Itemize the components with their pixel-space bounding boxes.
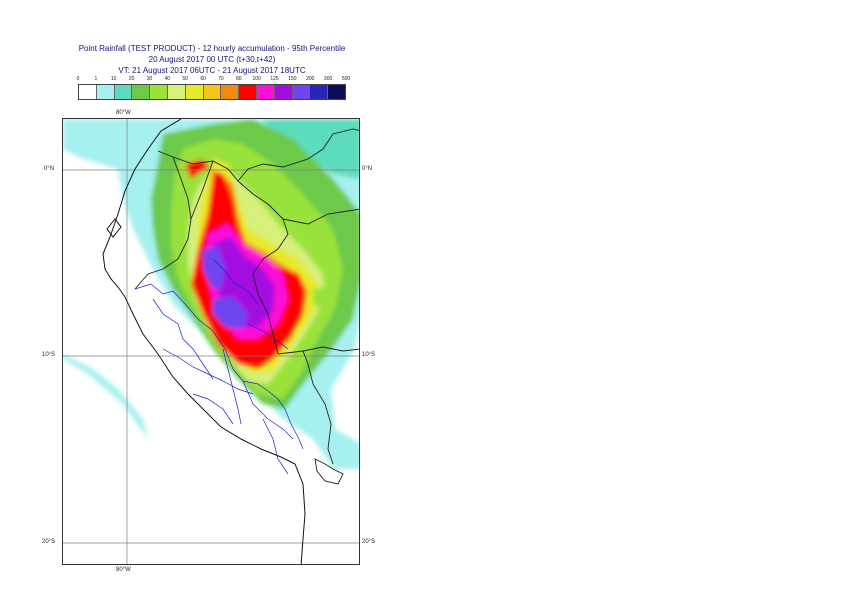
- lat-label-left-20s: 20°S: [42, 539, 56, 545]
- legend-swatch: [292, 85, 311, 99]
- lat-label-right-0: 0°N: [362, 166, 373, 172]
- legend-swatch: [310, 85, 329, 99]
- legend-tick: 0: [76, 76, 80, 82]
- legend-tick: 70: [218, 76, 224, 82]
- graticule: [63, 119, 359, 564]
- rainfall-field: [63, 119, 359, 469]
- rainfall-band: [213, 297, 248, 329]
- lon-label-top: 80°W: [116, 110, 131, 116]
- legend-swatch: [328, 85, 345, 99]
- run-time-subtitle: 20 August 2017 00 UTC (t+30,t+42): [148, 55, 276, 64]
- legend-tick: 300: [323, 76, 333, 82]
- legend-swatch: [132, 85, 151, 99]
- rainfall-band: [313, 287, 333, 309]
- lat-label-left-0: 0°N: [44, 166, 55, 172]
- lon-label-bottom: 80°W: [116, 567, 131, 573]
- region-borders: [134, 258, 304, 475]
- legend-tick: 500: [341, 76, 351, 82]
- color-legend: [78, 84, 346, 100]
- valid-time-subtitle: VT: 21 August 2017 06UTC - 21 August 201…: [118, 66, 306, 75]
- legend-tick: 60: [200, 76, 206, 82]
- legend-tick: 150: [288, 76, 297, 82]
- legend-swatch: [150, 85, 168, 99]
- lat-label-right-20s: 20°S: [362, 539, 376, 545]
- legend-swatch: [185, 85, 204, 99]
- legend-swatch: [167, 85, 186, 99]
- legend-tick: 40: [164, 76, 171, 82]
- legend-tick: 100: [252, 76, 261, 82]
- legend-swatch: [96, 85, 115, 99]
- legend-swatch: [256, 85, 275, 99]
- legend-swatch: [274, 85, 293, 99]
- legend-swatch: [203, 85, 222, 99]
- legend-tick: 10: [110, 76, 117, 82]
- legend-swatch: [79, 85, 97, 99]
- legend-tick: 20: [128, 76, 135, 82]
- legend-tick: 50: [182, 76, 188, 82]
- rainfall-map-svg: [63, 119, 359, 564]
- legend-tick: 1: [94, 76, 98, 82]
- coastline: [102, 119, 306, 564]
- legend-tick: 125: [270, 76, 279, 82]
- map-title: Point Rainfall (TEST PRODUCT) - 12 hourl…: [78, 44, 346, 53]
- rainfall-map: [62, 118, 360, 565]
- legend-tick: 80: [236, 76, 242, 82]
- lat-label-left-10s: 10°S: [42, 352, 56, 358]
- rainfall-band: [63, 354, 148, 439]
- legend-tick-labels: 0 1 10 20 30 40 50 60 70 80 100 125 150 …: [70, 76, 360, 86]
- lat-label-right-10s: 10°S: [362, 352, 376, 358]
- legend-swatch: [114, 85, 133, 99]
- legend-tick: 30: [146, 76, 153, 82]
- country-borders: [134, 128, 359, 485]
- legend-swatch: [221, 85, 240, 99]
- legend-swatch: [239, 85, 257, 99]
- legend-tick: 200: [306, 76, 315, 82]
- rainfall-band: [203, 247, 225, 289]
